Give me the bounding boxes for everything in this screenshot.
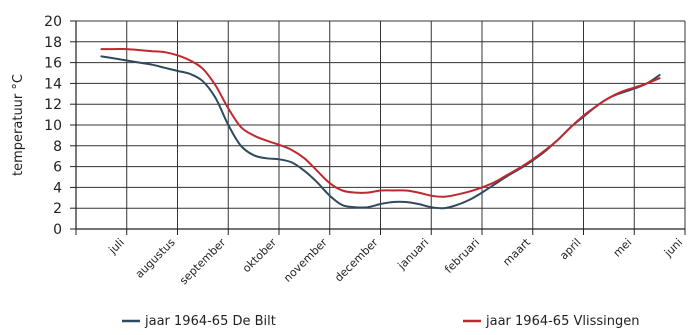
legend: jaar 1964-65 De Bilt jaar 1964-65 Vlissin… [122, 314, 639, 329]
y-tick-label: 4 [53, 180, 62, 196]
x-tick-label: juni [661, 236, 685, 260]
x-tick-labels: juli augustus september oktober november dece… [106, 235, 686, 287]
legend-entry: jaar 1964-65 Vlissingen [463, 314, 639, 329]
x-tick-label: mei [611, 236, 635, 260]
y-axis-label: temperatuur °C [11, 74, 26, 176]
x-tick-label: oktober [240, 236, 280, 276]
axes [70, 20, 686, 235]
x-tick-label: juli [106, 236, 127, 257]
y-tick-label: 2 [53, 201, 62, 217]
x-tick-label: augustus [133, 236, 178, 281]
x-tick-label: januari [395, 236, 432, 273]
y-tick-label: 6 [53, 160, 62, 176]
y-tick-label: 16 [44, 56, 62, 72]
series-lines [100, 48, 661, 210]
x-tick-label: december [332, 236, 381, 285]
y-tick-label: 0 [53, 222, 62, 238]
x-tick-label: maart [500, 235, 533, 268]
y-tick-label: 8 [53, 139, 62, 155]
y-tick-label: 10 [44, 118, 62, 134]
x-tick-label: april [557, 236, 583, 262]
legend-label: jaar 1964-65 Vlissingen [485, 314, 639, 329]
y-tick-label: 18 [44, 35, 62, 51]
y-tick-label: 14 [44, 76, 62, 92]
x-tick-label: februari [442, 236, 482, 276]
legend-entry: jaar 1964-65 De Bilt [122, 314, 276, 329]
x-tick-label: september [177, 236, 229, 288]
y-tick-label: 20 [44, 14, 62, 30]
series-line [100, 48, 661, 198]
y-tick-labels: 0 2 4 6 8 10 12 14 16 18 20 [44, 14, 62, 238]
legend-label: jaar 1964-65 De Bilt [144, 314, 276, 329]
y-tick-label: 12 [44, 97, 62, 113]
x-tick-label: november [281, 236, 330, 285]
